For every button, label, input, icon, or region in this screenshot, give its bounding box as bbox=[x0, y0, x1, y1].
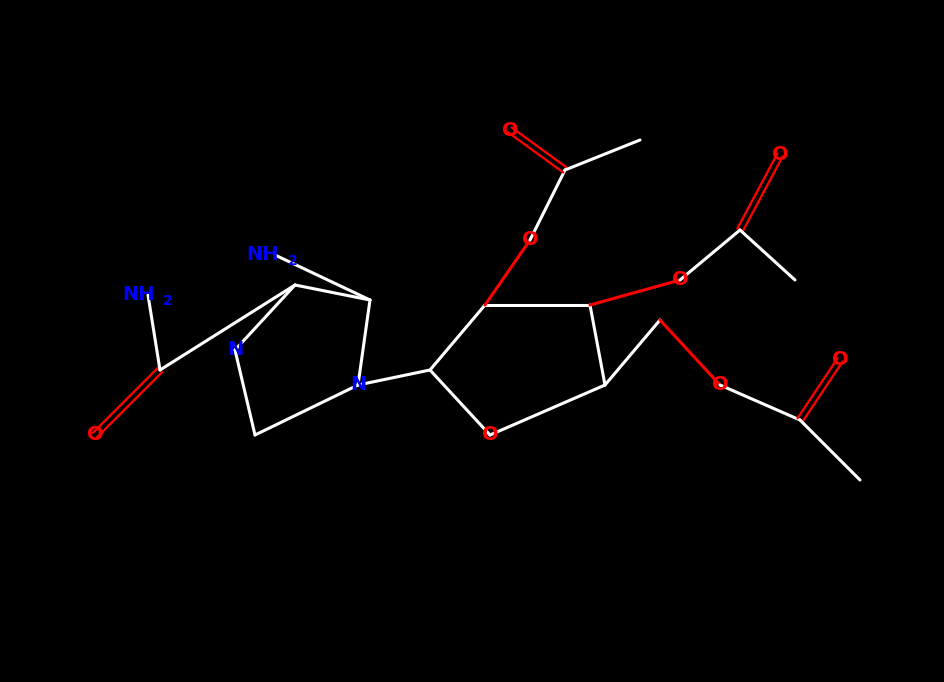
Text: N: N bbox=[227, 340, 243, 359]
Text: NH: NH bbox=[122, 286, 154, 304]
Text: 2: 2 bbox=[288, 254, 297, 268]
Text: O: O bbox=[771, 145, 787, 164]
Text: O: O bbox=[671, 271, 687, 289]
Text: N: N bbox=[349, 376, 365, 394]
Text: O: O bbox=[481, 426, 497, 445]
Text: O: O bbox=[87, 426, 103, 445]
Text: 2: 2 bbox=[163, 294, 173, 308]
Text: O: O bbox=[521, 231, 538, 250]
Text: O: O bbox=[501, 121, 517, 140]
Text: O: O bbox=[711, 376, 728, 394]
Text: NH: NH bbox=[246, 246, 279, 265]
Text: O: O bbox=[831, 351, 848, 370]
